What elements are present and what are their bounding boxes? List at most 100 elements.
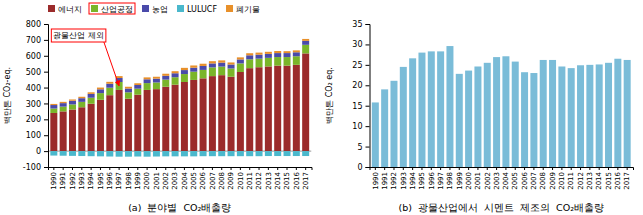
bar xyxy=(302,41,309,45)
bar xyxy=(237,72,244,151)
bar-series xyxy=(372,46,631,167)
tick: -100 xyxy=(23,163,48,172)
legend-highlight xyxy=(89,3,135,14)
tick-mark xyxy=(53,167,54,170)
tick-mark xyxy=(100,167,101,170)
tick: 2006 xyxy=(521,167,529,190)
annotation: 광물산업 제외 xyxy=(51,29,119,86)
legend-label: 산업공정 xyxy=(101,5,133,14)
tick-mark xyxy=(366,106,370,107)
tick-label: 2005 xyxy=(511,172,519,190)
tick-mark xyxy=(249,167,250,170)
tick: 2000 xyxy=(465,167,473,190)
tick: 1997 xyxy=(115,167,123,190)
tick: 20 xyxy=(352,81,369,90)
axis-line xyxy=(366,25,371,168)
tick: 2015 xyxy=(283,167,291,190)
axis-line xyxy=(49,168,313,171)
tick-label: 2011 xyxy=(246,172,254,190)
tick: 2010 xyxy=(237,167,245,190)
tick-mark xyxy=(543,167,544,170)
bar xyxy=(97,151,104,156)
bar xyxy=(144,83,151,90)
tick-label: 1990 xyxy=(372,172,380,190)
tick: 600 xyxy=(26,52,48,61)
bar xyxy=(69,104,76,109)
tick-label: 1993 xyxy=(78,172,86,190)
tick-mark xyxy=(384,167,385,170)
bar xyxy=(446,46,453,167)
tick: 200 xyxy=(26,115,48,124)
tick: 700 xyxy=(26,36,48,45)
bar xyxy=(144,77,151,79)
bar xyxy=(190,72,197,80)
bar xyxy=(60,103,67,106)
bar xyxy=(265,66,272,151)
tick-label: 1991 xyxy=(59,172,67,190)
tick-mark xyxy=(240,167,241,170)
bar xyxy=(50,104,57,105)
bar xyxy=(256,59,263,68)
tick: 1996 xyxy=(106,167,114,190)
bar xyxy=(256,151,263,156)
tick-mark xyxy=(459,167,460,170)
tick-label: 1998 xyxy=(446,172,454,190)
tick-label: 2013 xyxy=(265,172,273,190)
bar xyxy=(78,98,85,102)
bar xyxy=(218,63,225,67)
legend-item: 에너지 xyxy=(48,5,82,14)
tick-label: 1990 xyxy=(50,172,58,190)
tick-label: 2012 xyxy=(577,172,585,190)
tick-mark xyxy=(561,167,562,170)
tick-label: 15 xyxy=(352,102,362,111)
tick-label: 1995 xyxy=(97,172,105,190)
tick-label: 800 xyxy=(26,20,41,29)
bar xyxy=(200,151,207,156)
annotation-arrow xyxy=(104,42,119,86)
bar xyxy=(209,151,216,156)
tick-mark xyxy=(44,88,48,89)
bar xyxy=(228,77,235,151)
bar xyxy=(474,66,481,167)
tick-label: 100 xyxy=(26,131,41,140)
tick-mark xyxy=(589,167,590,170)
bar xyxy=(274,53,281,57)
bar xyxy=(200,78,207,151)
bar xyxy=(200,64,207,66)
tick: 5 xyxy=(357,143,369,152)
tick-mark xyxy=(44,167,48,168)
tick-label: 300 xyxy=(26,100,41,109)
tick-mark xyxy=(571,167,572,170)
tick-label: 10 xyxy=(352,122,362,131)
axis-line xyxy=(44,25,49,168)
tick: 30 xyxy=(352,40,369,49)
bar xyxy=(428,51,435,167)
tick-label: 2016 xyxy=(293,171,301,189)
bar xyxy=(106,84,113,88)
panel: -100010020030040050060070080019901991199… xyxy=(3,3,312,213)
bar xyxy=(265,58,272,67)
bar xyxy=(162,74,169,76)
tick: 2008 xyxy=(218,167,226,190)
bar xyxy=(293,52,300,56)
tick: 2013 xyxy=(586,167,594,190)
bar xyxy=(97,93,104,100)
tick-label: 5 xyxy=(357,143,362,152)
tick-mark xyxy=(184,167,185,170)
annotation-text: 광물산업 제외 xyxy=(53,31,104,40)
bar xyxy=(218,75,225,151)
tick-mark xyxy=(268,167,269,170)
bar-series xyxy=(50,41,309,109)
tick-mark xyxy=(533,167,534,170)
tick: 35 xyxy=(352,20,369,29)
tick: 2006 xyxy=(199,167,207,190)
tick-mark xyxy=(305,167,306,170)
tick-mark xyxy=(431,167,432,170)
tick: 2016 xyxy=(293,167,301,190)
tick-label: 25 xyxy=(352,61,362,70)
bar xyxy=(153,79,160,83)
bar xyxy=(284,151,291,156)
tick: 1992 xyxy=(69,167,77,190)
bar xyxy=(228,62,235,64)
legend-swatch xyxy=(48,5,55,12)
